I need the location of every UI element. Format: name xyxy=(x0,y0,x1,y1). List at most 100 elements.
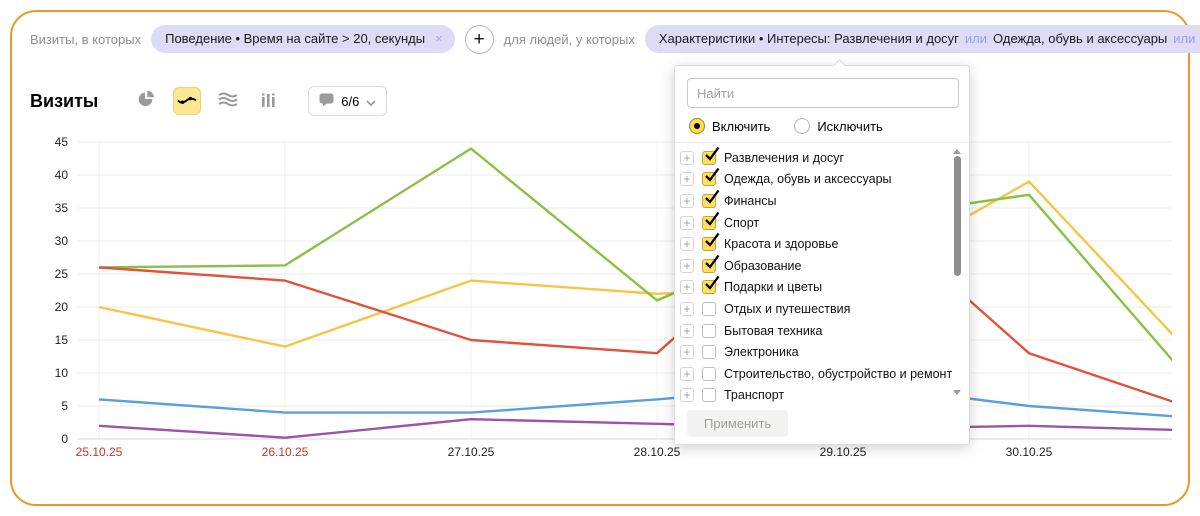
bar-chart-icon xyxy=(260,91,278,112)
interest-checkbox[interactable] xyxy=(702,301,716,316)
interest-label: Отдых и путешествия xyxy=(724,301,851,316)
interest-label: Красота и здоровье xyxy=(724,237,839,252)
remove-behavior-segment-icon[interactable]: × xyxy=(435,31,443,46)
interest-checkbox[interactable] xyxy=(702,211,720,230)
behavior-segment-text: Поведение • Время на сайте > 20, секунды xyxy=(165,31,426,46)
interest-item-row: Красота и здоровье xyxy=(680,232,943,255)
annotations-count: 6/6 xyxy=(341,93,360,109)
series-blue-line[interactable] xyxy=(98,381,1172,419)
y-tick-label: 10 xyxy=(54,365,68,380)
interests-segment-chip[interactable]: Характеристики • Интересы: Развлечения и… xyxy=(644,25,1200,53)
expand-plus-icon[interactable] xyxy=(680,150,694,166)
interests-segment-text: Характеристики • Интересы: Развлечения и… xyxy=(658,31,959,46)
y-tick-label: 5 xyxy=(61,398,68,413)
pie-chart-icon xyxy=(137,90,155,113)
expand-plus-icon[interactable] xyxy=(680,280,694,295)
interest-checkbox[interactable] xyxy=(702,345,716,360)
annotations-control[interactable]: 6/6 xyxy=(308,86,388,116)
interest-label: Бытовая техника xyxy=(724,323,823,338)
expand-plus-icon[interactable] xyxy=(680,172,694,187)
x-tick-label: 25.10.25 xyxy=(75,445,123,459)
apply-button[interactable]: Применить xyxy=(687,410,789,437)
expand-plus-icon[interactable] xyxy=(680,323,694,339)
chart-type-pie-button[interactable] xyxy=(132,87,160,115)
interest-label: Строительство, обустройство и ремонт xyxy=(724,366,953,381)
interests-tree-list: Развлечения и досуг Одежда, обувь и аксес… xyxy=(675,145,969,403)
chart-toolbar: Визиты xyxy=(30,86,388,116)
chart-type-line-button[interactable] xyxy=(173,87,202,115)
chevron-down-icon xyxy=(366,94,376,109)
expand-plus-icon[interactable] xyxy=(680,258,694,274)
x-tick-label: 29.10.25 xyxy=(819,445,867,459)
series-purple-line[interactable] xyxy=(98,418,1172,439)
expand-plus-icon[interactable] xyxy=(680,237,694,252)
x-tick-label: 28.10.25 xyxy=(633,445,681,459)
interest-checkbox[interactable] xyxy=(702,189,720,208)
interest-item-row: Подарки и цветы xyxy=(680,276,943,299)
interest-checkbox[interactable] xyxy=(702,254,720,273)
chart-type-area-button[interactable] xyxy=(214,87,242,115)
segment-filter-bar: Визиты, в которых Поведение • Время на с… xyxy=(30,23,1200,55)
expand-plus-icon[interactable] xyxy=(680,345,694,360)
interests-segment-text: Одежда, обувь и аксессуары xyxy=(993,31,1168,46)
y-tick-label: 25 xyxy=(54,266,68,281)
y-tick-label: 35 xyxy=(54,200,68,215)
comment-bubble-icon xyxy=(319,93,334,110)
interest-label: Электроника xyxy=(724,345,799,360)
interest-label: Одежда, обувь и аксессуары xyxy=(724,172,892,187)
popup-notch xyxy=(833,59,846,72)
interest-checkbox[interactable] xyxy=(702,276,720,295)
expand-plus-icon[interactable] xyxy=(680,193,694,209)
radio-unselected-icon[interactable] xyxy=(794,118,811,134)
chart-type-bar-button[interactable] xyxy=(255,87,283,115)
interest-item-row: Развлечения и досуг xyxy=(680,146,943,169)
interest-checkbox[interactable] xyxy=(702,323,716,338)
series-red-line[interactable] xyxy=(98,187,1172,416)
exclude-label: Исключить xyxy=(817,118,883,134)
expand-plus-icon[interactable] xyxy=(680,366,694,382)
include-exclude-toggle: Включить Исключить xyxy=(689,118,883,134)
interest-label: Подарки и цветы xyxy=(724,280,823,295)
interest-checkbox[interactable] xyxy=(702,388,716,403)
x-tick-label: 30.10.25 xyxy=(1005,445,1053,459)
expand-plus-icon[interactable] xyxy=(680,301,694,317)
interest-checkbox[interactable] xyxy=(702,168,720,187)
interest-checkbox[interactable] xyxy=(702,232,720,252)
visits-in-which-label: Визиты, в которых xyxy=(30,31,142,47)
y-tick-label: 20 xyxy=(54,299,68,314)
include-option[interactable]: Включить xyxy=(689,118,770,134)
y-tick-label: 45 xyxy=(54,134,68,149)
y-tick-label: 15 xyxy=(54,332,68,347)
or-connector: или xyxy=(1173,31,1196,46)
popup-divider xyxy=(675,142,969,143)
exclude-option[interactable]: Исключить xyxy=(794,118,883,134)
interest-item-row: Одежда, обувь и аксессуары xyxy=(680,168,943,191)
add-segment-button[interactable]: + xyxy=(464,24,494,54)
expand-plus-icon[interactable] xyxy=(680,388,694,403)
search-input[interactable] xyxy=(687,78,959,108)
scrollbar-thumb[interactable] xyxy=(954,156,961,276)
y-tick-label: 40 xyxy=(54,167,68,182)
interest-checkbox[interactable] xyxy=(702,146,720,165)
interest-item-row: Отдых и путешествия xyxy=(680,298,943,320)
for-people-label: для людей, у которых xyxy=(503,31,635,47)
expand-plus-icon[interactable] xyxy=(680,215,694,231)
behavior-segment-chip[interactable]: Поведение • Время на сайте > 20, секунды… xyxy=(151,25,455,53)
x-tick-label: 26.10.25 xyxy=(261,445,309,459)
scrollbar-down-arrow-icon[interactable] xyxy=(953,390,961,395)
metric-title: Визиты xyxy=(30,90,99,111)
radio-selected-icon[interactable] xyxy=(689,118,705,134)
line-chart-plot xyxy=(77,141,1172,440)
interest-checkbox[interactable] xyxy=(702,366,716,381)
series-yellow-line[interactable] xyxy=(98,180,1172,380)
interest-item-row: Образование xyxy=(680,254,943,277)
y-tick-label: 30 xyxy=(54,233,68,248)
interest-item-row: Финансы xyxy=(680,189,943,212)
interest-item-row: Строительство, обустройство и ремонт xyxy=(680,363,952,385)
metrica-widget-card: Визиты, в которых Поведение • Время на с… xyxy=(10,10,1200,506)
interest-item-row: Бытовая техника xyxy=(680,320,943,342)
series-green-line[interactable] xyxy=(98,147,1172,410)
scrollbar-up-arrow-icon[interactable] xyxy=(953,149,961,154)
line-chart-icon xyxy=(177,92,197,111)
